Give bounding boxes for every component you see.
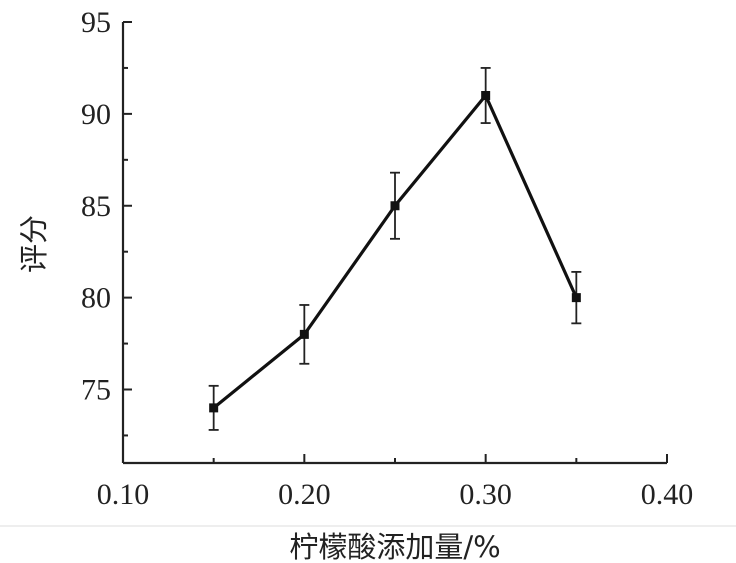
x-tick-label: 0.30 [459,478,512,511]
y-tick-label: 90 [81,98,111,131]
data-point [390,201,400,211]
x-tick-label: 0.20 [278,478,331,511]
data-point [299,329,309,339]
data-point [481,91,491,100]
series-layer [208,67,582,431]
y-tick-label: 75 [81,374,111,407]
x-axis-ticks: 0.10 0.20 0.30 0.40 [97,454,694,511]
y-tick-label: 95 [81,6,111,39]
y-tick-label: 85 [81,190,111,223]
x-tick-label: 0.40 [641,478,694,511]
data-point [571,293,581,303]
data-point [209,403,219,413]
series-line [212,92,578,410]
y-axis-ticks: 75 80 85 90 95 [81,6,132,437]
y-tick-label: 80 [81,282,111,315]
y-axis-title: 评分 [17,215,51,273]
x-axis-title: 柠檬酸添加量/% [289,530,500,563]
x-tick-label: 0.10 [97,478,150,511]
plot-area [121,22,667,465]
